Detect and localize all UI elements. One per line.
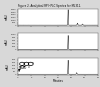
Y-axis label: mAU: mAU [6, 63, 10, 70]
Text: Figure 2. Analytical RP HPLC Spectra for ML311.: Figure 2. Analytical RP HPLC Spectra for… [18, 4, 82, 8]
X-axis label: Minutes: Minutes [53, 79, 63, 83]
Y-axis label: mAU: mAU [4, 38, 8, 45]
Y-axis label: mAU: mAU [4, 14, 8, 21]
